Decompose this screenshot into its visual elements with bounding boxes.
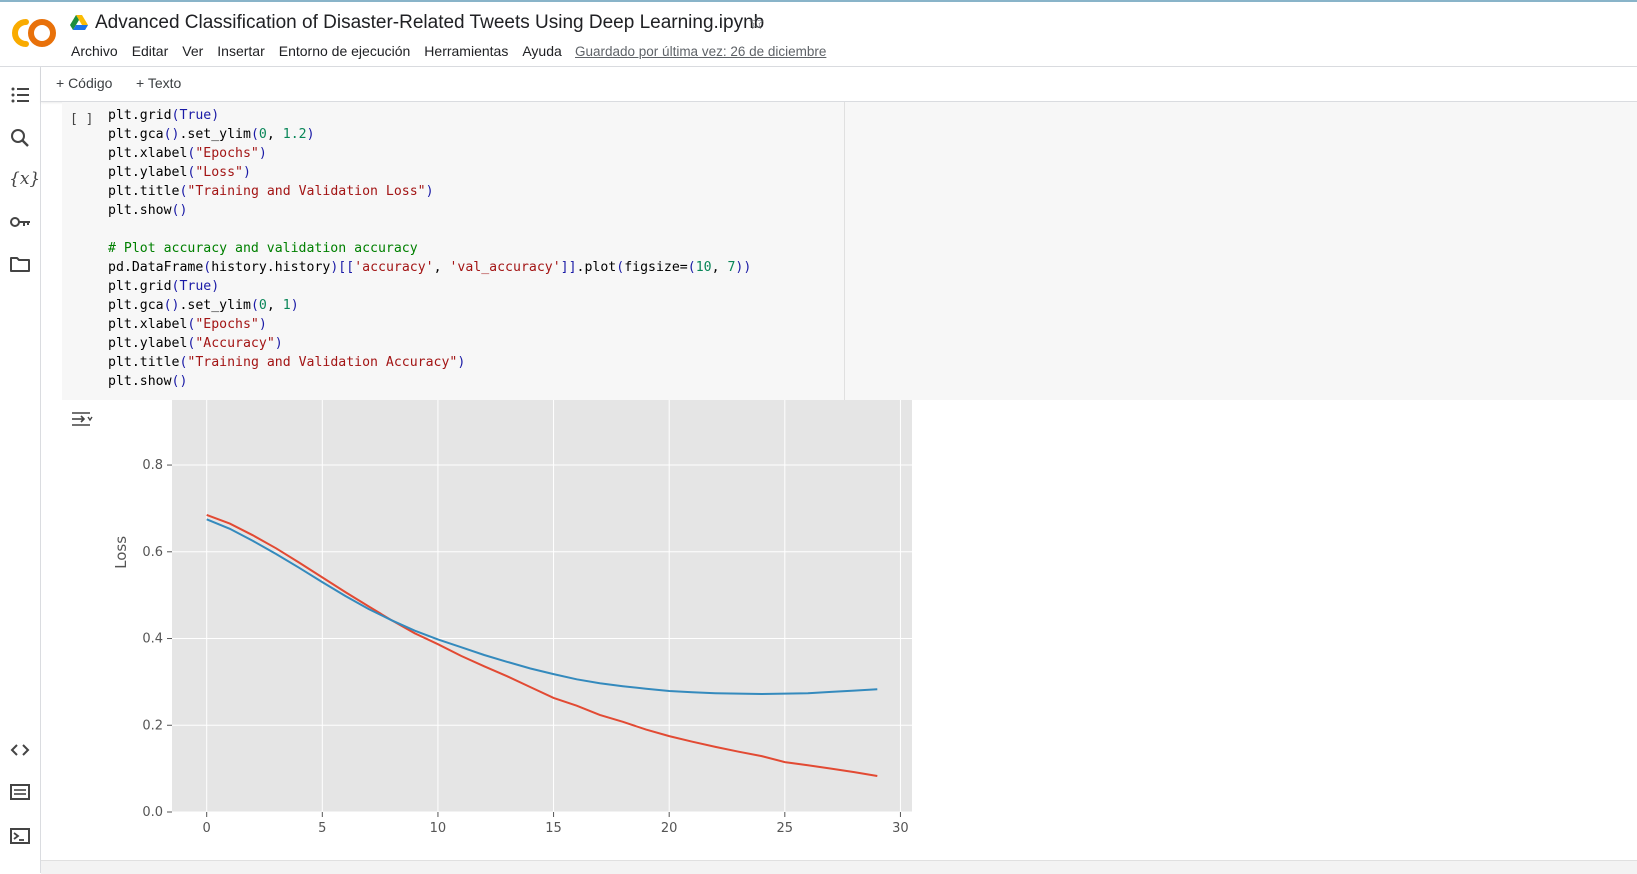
app-header: Advanced Classification of Disaster-Rela… — [0, 2, 1637, 67]
x-tick-label: 30 — [892, 821, 909, 836]
y-tick-label: 0.8 — [142, 458, 163, 473]
code-line: # Plot accuracy and validation accuracy — [108, 241, 418, 256]
y-tick-label: 0.2 — [142, 718, 163, 733]
code-line: plt.grid(True) — [108, 279, 220, 294]
code-line: plt.show() — [108, 374, 188, 389]
y-axis-label: Loss — [112, 536, 130, 569]
code-editor[interactable]: plt.grid(True) plt.gca().set_ylim(0, 1.2… — [108, 106, 751, 391]
table-of-contents-icon[interactable] — [9, 84, 31, 106]
code-line: plt.grid(True) — [108, 108, 220, 123]
menu-herramientas[interactable]: Herramientas — [424, 43, 509, 59]
code-line: pd.DataFrame(history.history)[['accuracy… — [108, 260, 752, 275]
y-tick-label: 0.0 — [142, 805, 163, 820]
key-icon[interactable] — [9, 211, 31, 233]
loss-chart: 0 5 10 15 20 25 30 0.0 0.2 0.4 0.6 0.8 Loss — [112, 400, 912, 836]
left-sidebar: {x} — [0, 67, 41, 873]
top-accent-line — [0, 0, 1637, 2]
add-text-button[interactable]: + Texto — [136, 75, 182, 91]
cell-divider — [844, 102, 845, 400]
code-line: plt.xlabel("Epochs") — [108, 146, 267, 161]
command-palette-icon[interactable] — [9, 781, 31, 803]
x-tick-label: 15 — [545, 821, 562, 836]
run-cell-indicator[interactable]: [ ] — [70, 112, 94, 127]
search-icon[interactable] — [9, 127, 31, 149]
series-line — [206, 513, 878, 777]
x-tick-label: 25 — [777, 821, 794, 836]
menu-bar: Archivo Editar Ver Insertar Entorno de e… — [71, 43, 576, 59]
notebook-title[interactable]: Advanced Classification of Disaster-Rela… — [95, 12, 765, 33]
output-toggle-icon[interactable] — [70, 409, 94, 429]
code-line: plt.title("Training and Validation Loss"… — [108, 184, 434, 199]
colab-logo-icon[interactable] — [12, 16, 56, 50]
add-code-button[interactable]: + Código — [56, 75, 113, 91]
code-line: plt.gca().set_ylim(0, 1) — [108, 298, 299, 313]
plot-background — [172, 400, 912, 812]
terminal-icon[interactable] — [9, 825, 31, 847]
google-drive-icon[interactable] — [70, 15, 88, 31]
x-tick-label: 0 — [203, 821, 211, 836]
menu-editar[interactable]: Editar — [131, 43, 169, 59]
code-line: plt.xlabel("Epochs") — [108, 317, 267, 332]
code-snippets-icon[interactable] — [9, 739, 31, 761]
bottom-strip — [41, 860, 1637, 874]
folder-icon[interactable] — [9, 253, 31, 275]
star-icon[interactable]: ☆ — [748, 13, 766, 34]
code-cell[interactable] — [62, 102, 1637, 400]
menu-entorno-de-ejecucion[interactable]: Entorno de ejecución — [278, 43, 411, 59]
x-tick-label: 20 — [661, 821, 678, 836]
code-line: plt.title("Training and Validation Accur… — [108, 355, 466, 370]
series-line — [206, 518, 878, 696]
code-line: plt.ylabel("Accuracy") — [108, 336, 283, 351]
menu-ver[interactable]: Ver — [182, 43, 204, 59]
x-tick-label: 10 — [430, 821, 447, 836]
code-line: plt.gca().set_ylim(0, 1.2) — [108, 127, 315, 142]
menu-insertar[interactable]: Insertar — [217, 43, 265, 59]
y-tick-label: 0.6 — [142, 545, 163, 560]
notebook-toolbar: + Código + Texto — [41, 67, 1637, 102]
last-saved-link[interactable]: Guardado por última vez: 26 de diciembre — [575, 44, 827, 59]
code-line: plt.ylabel("Loss") — [108, 165, 251, 180]
y-tick-label: 0.4 — [142, 632, 163, 647]
menu-ayuda[interactable]: Ayuda — [522, 43, 562, 59]
x-tick-label: 5 — [318, 821, 326, 836]
variables-icon[interactable]: {x} — [9, 169, 41, 189]
code-line: plt.show() — [108, 203, 188, 218]
menu-archivo[interactable]: Archivo — [71, 43, 118, 59]
